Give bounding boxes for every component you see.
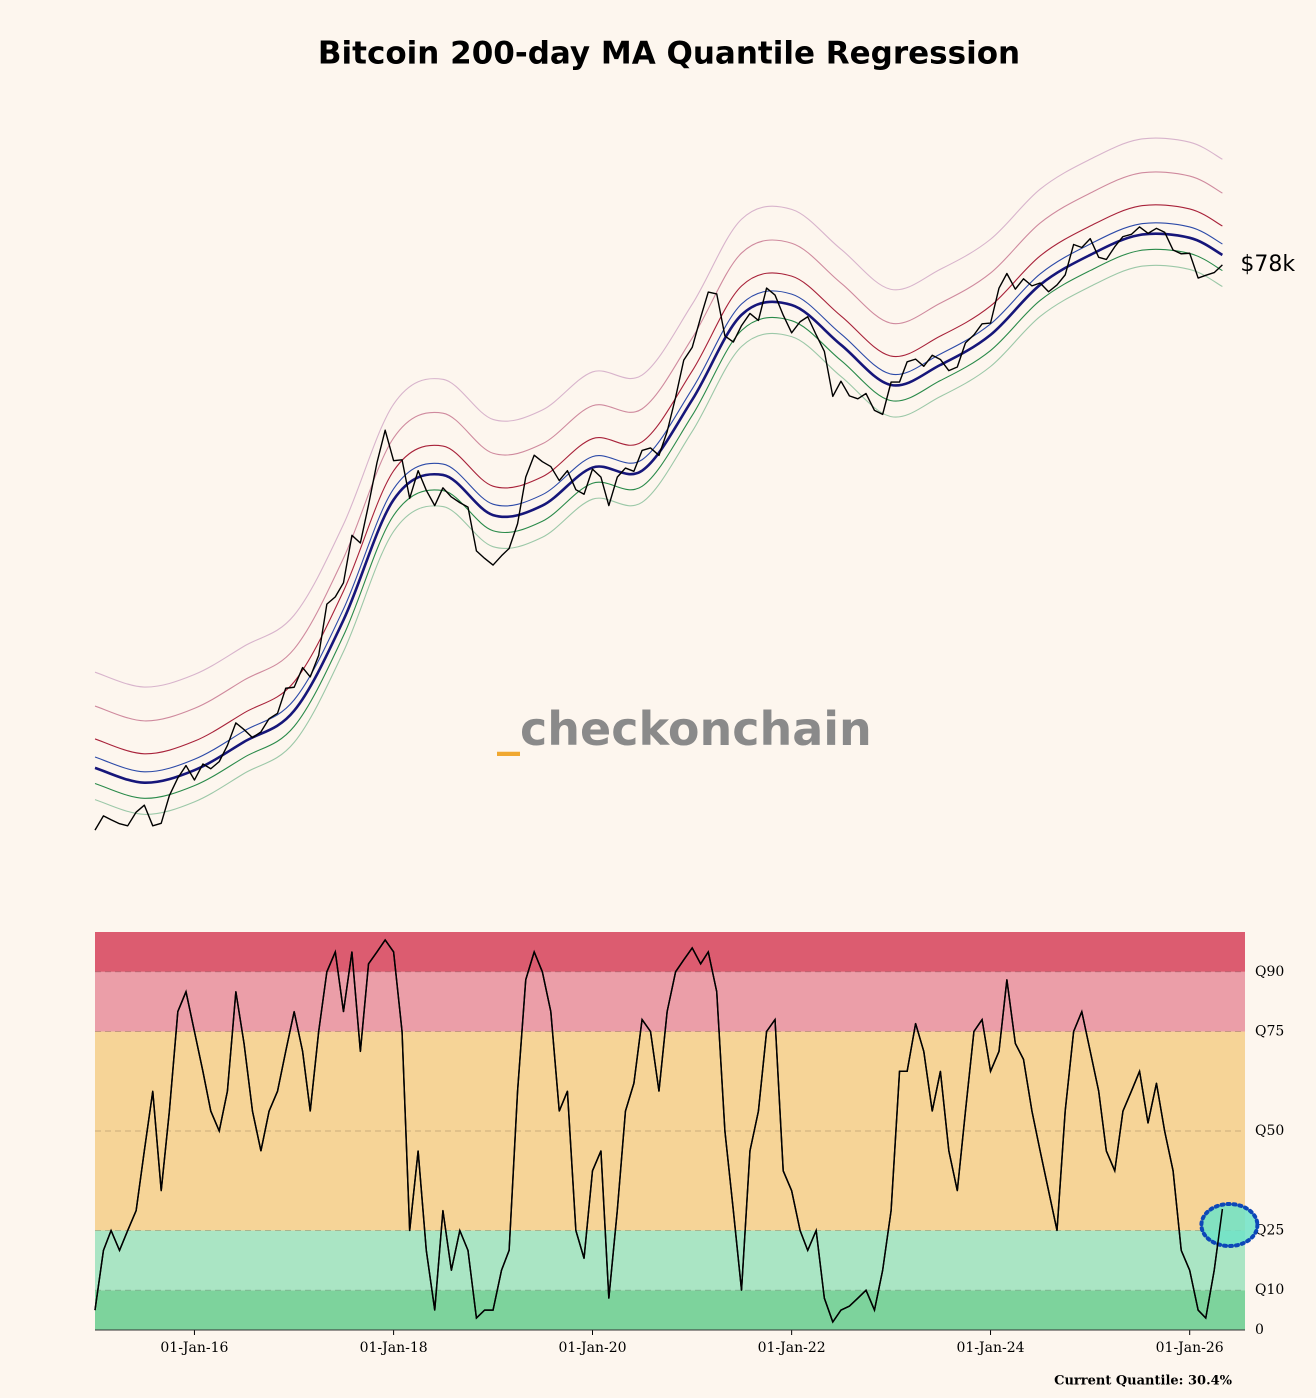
band-line (94, 137, 1223, 688)
y-tick-label: Q50 (1255, 1123, 1284, 1139)
y-tick-label: Q10 (1255, 1282, 1284, 1298)
highlight (1199, 1202, 1260, 1249)
y-tick-label: Q25 (1255, 1223, 1284, 1239)
watermark-mark: _ (497, 702, 520, 756)
y-tick-label: Q75 (1255, 1024, 1284, 1040)
zone (95, 1031, 1245, 1231)
y-tick-label: Q90 (1255, 964, 1284, 980)
x-tick-label: 01-Jan-16 (160, 1340, 228, 1356)
current-quantile: Current Quantile: 30.4% (1054, 1374, 1233, 1389)
price-line (94, 226, 1223, 831)
zone (95, 932, 1245, 972)
x-tick-label: 01-Jan-18 (360, 1340, 428, 1356)
band-line (94, 248, 1223, 799)
chart-title: Bitcoin 200-day MA Quantile Regression (318, 36, 1020, 72)
x-tick-label: 01-Jan-24 (956, 1340, 1024, 1356)
band-line (94, 232, 1224, 784)
quantile-line (94, 938, 1224, 1324)
band-line (94, 222, 1223, 773)
zone (95, 1230, 1245, 1291)
value-label: $78k (1240, 252, 1295, 277)
x-tick-label: 01-Jan-20 (558, 1340, 626, 1356)
band-line (94, 171, 1223, 722)
band-line (94, 204, 1223, 755)
x-tick-label: 01-Jan-26 (1156, 1340, 1224, 1356)
zone (95, 1290, 1245, 1330)
band-line (94, 264, 1223, 815)
watermark: _checkonchain (497, 702, 872, 756)
watermark-text: checkonchain (520, 702, 872, 756)
y-tick-label: 0 (1255, 1322, 1264, 1338)
x-tick-label: 01-Jan-22 (758, 1340, 826, 1356)
